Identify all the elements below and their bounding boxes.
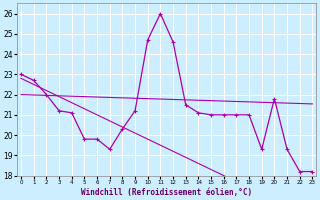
X-axis label: Windchill (Refroidissement éolien,°C): Windchill (Refroidissement éolien,°C) [81, 188, 252, 197]
